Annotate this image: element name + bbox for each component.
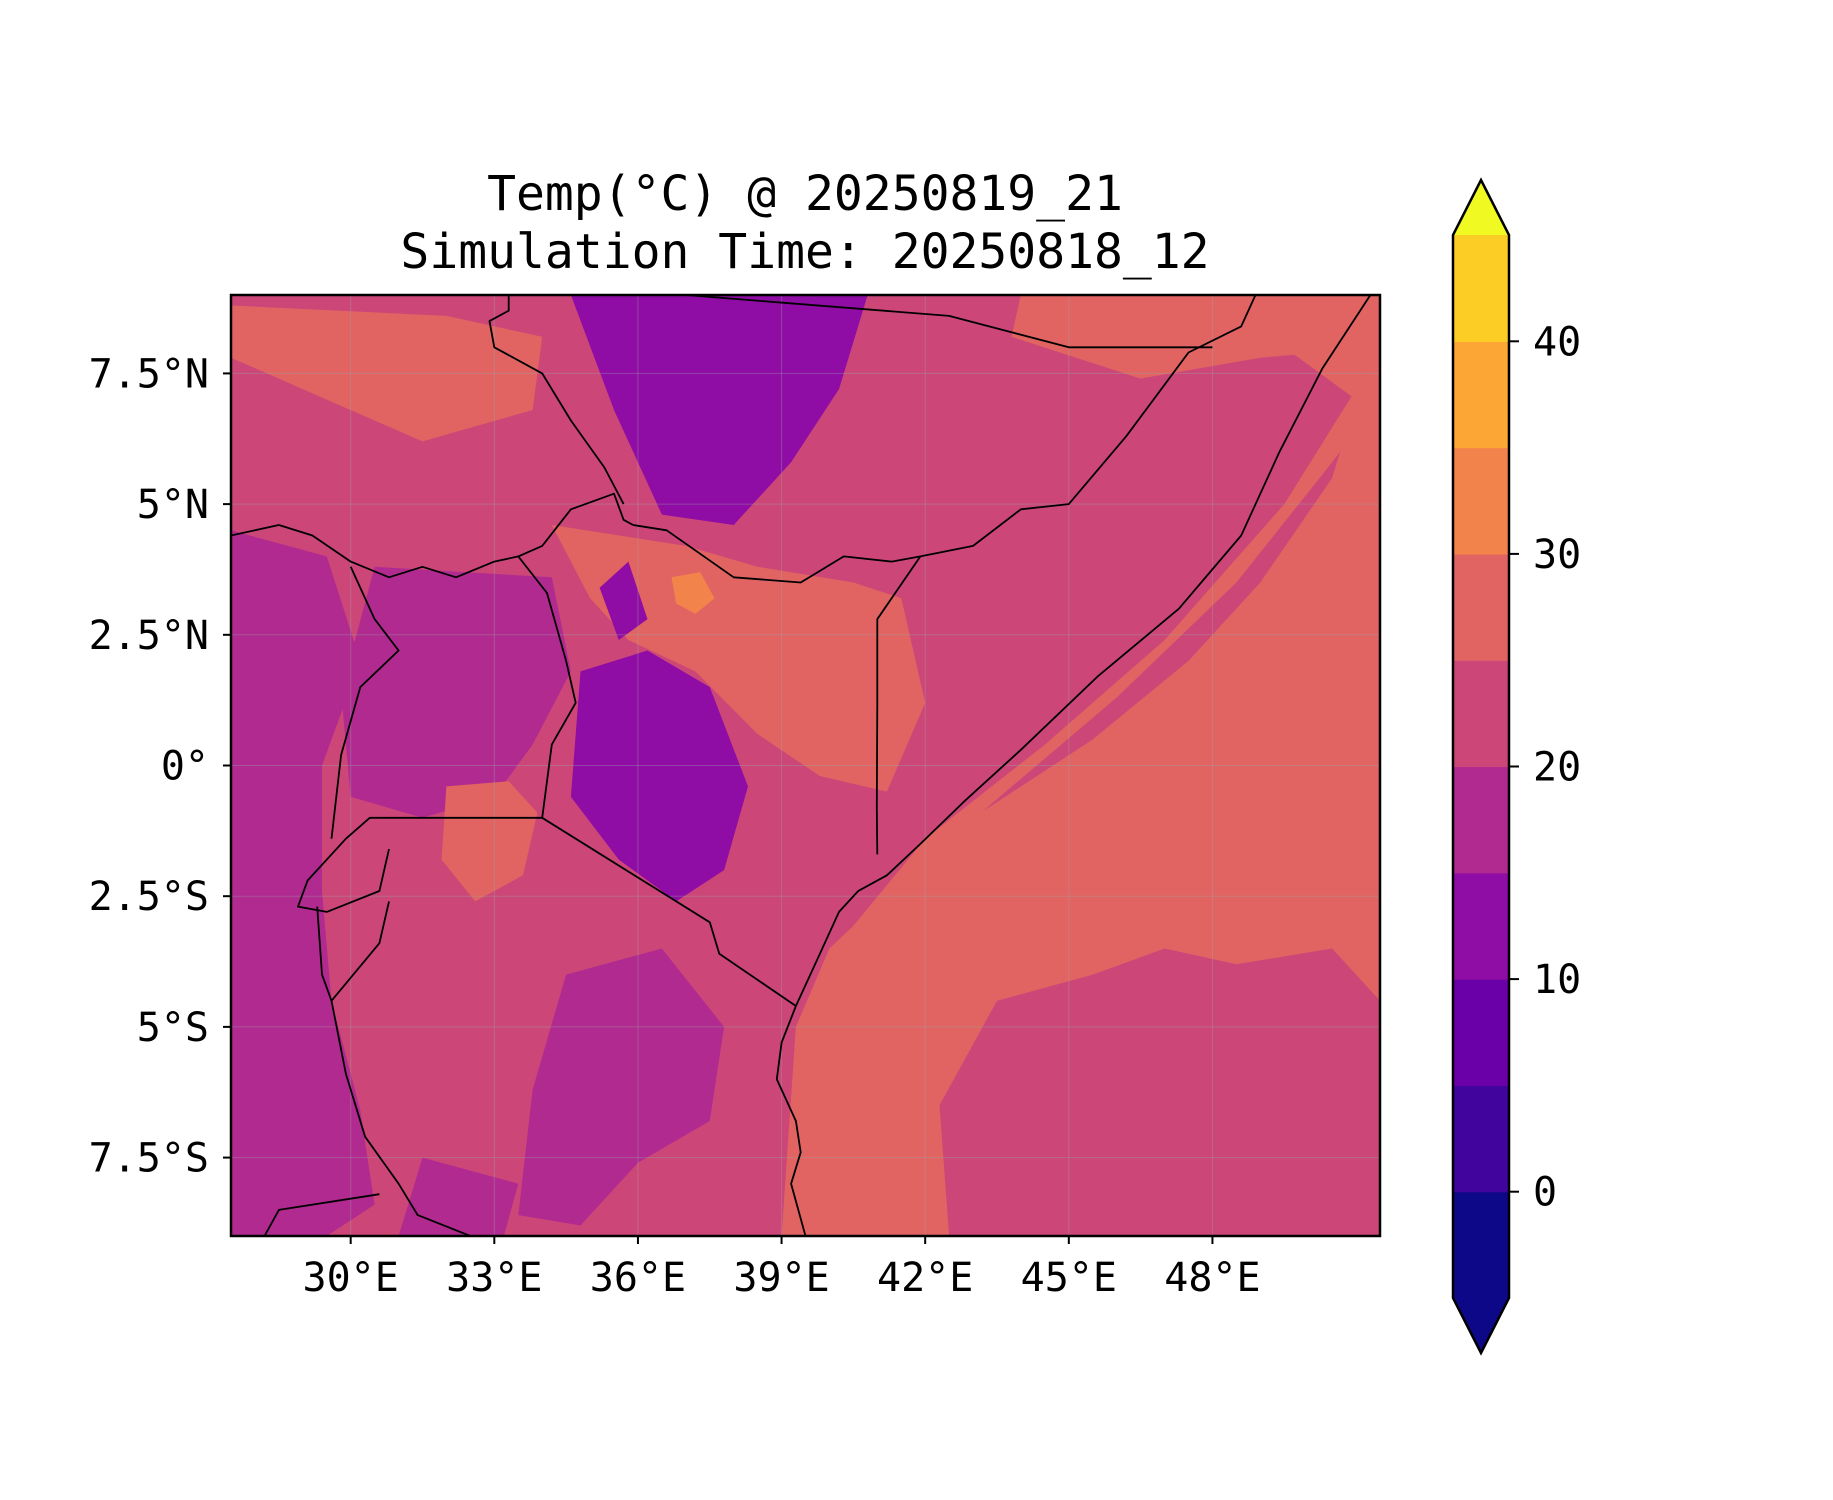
colorbar-segment (1453, 660, 1509, 768)
colorbar-tick-label: 40 (1533, 319, 1581, 365)
colorbar-segment (1453, 235, 1509, 342)
map-panel (231, 295, 1380, 1236)
coastline (775, 1005, 807, 1236)
colorbar-segment (1453, 979, 1509, 1086)
colorbar-segment (1453, 872, 1509, 980)
country-borders (231, 295, 1372, 1236)
lat-tick-label: 7.5°N (89, 351, 209, 397)
temp-region (671, 572, 715, 614)
country-border (517, 555, 577, 818)
country-border (297, 816, 543, 913)
lat-tick-label: 5°N (137, 482, 209, 528)
lat-tick-label: 2.5°S (89, 874, 209, 920)
temp-region (724, 321, 854, 426)
lon-tick-label: 45°E (1021, 1255, 1117, 1301)
temp-region (1011, 295, 1380, 379)
colorbar-segment (1453, 341, 1509, 449)
country-border (541, 817, 797, 1007)
map-gridlines (231, 295, 1380, 1236)
lat-tick-label: 5°S (137, 1005, 209, 1051)
country-border (330, 1000, 471, 1236)
coastline (795, 843, 922, 1007)
colorbar-outline (1451, 177, 1511, 1356)
country-border (632, 524, 921, 584)
latitude-axis: 7.5°N 5°N 2.5°N 0° 2.5°S 5°S 7.5°S (89, 351, 231, 1182)
colorbar-tick-label: 30 (1533, 532, 1581, 578)
temp-region (939, 948, 1380, 1236)
coastline (919, 295, 1372, 845)
temp-region (231, 305, 543, 442)
colorbar-tick-label: 20 (1533, 745, 1581, 791)
colorbar-extend-max (1453, 180, 1509, 235)
colorbar-tick-label: 0 (1533, 1170, 1557, 1216)
temp-region (518, 948, 725, 1226)
temp-region (551, 525, 926, 792)
lon-tick-label: 33°E (446, 1255, 542, 1301)
country-border (330, 566, 400, 839)
lon-tick-label: 30°E (303, 1255, 399, 1301)
temperature-field (231, 295, 1380, 1236)
temp-region (839, 321, 1380, 975)
colorbar-segment (1453, 766, 1509, 874)
lon-tick-label: 42°E (877, 1255, 973, 1301)
country-border (488, 295, 625, 505)
colorbar-extend-min (1453, 1298, 1509, 1353)
temp-region (398, 1157, 519, 1236)
colorbar: 0 10 20 30 40 (1451, 177, 1581, 1356)
temp-region (441, 781, 538, 902)
lat-tick-label: 2.5°N (89, 613, 209, 659)
country-border (875, 555, 922, 855)
country-border (231, 524, 519, 579)
temp-region (341, 566, 571, 818)
colorbar-tick-label: 10 (1533, 957, 1581, 1003)
country-border (263, 1193, 380, 1236)
chart-title-line-2: Simulation Time: 20250818_12 (400, 224, 1209, 280)
temp-region (231, 530, 375, 1236)
colorbar-segment (1453, 1085, 1509, 1193)
lon-tick-label: 48°E (1164, 1255, 1260, 1301)
chart-title-line-1: Temp(°C) @ 20250819_21 (487, 166, 1123, 222)
country-border (920, 295, 1257, 558)
lon-tick-label: 39°E (733, 1255, 829, 1301)
lon-tick-label: 36°E (590, 1255, 686, 1301)
colorbar-segment (1453, 447, 1509, 555)
colorbar-segment (1453, 553, 1509, 661)
lat-tick-label: 7.5°S (89, 1136, 209, 1182)
longitude-axis: 30°E 33°E 36°E 39°E 42°E 45°E 48°E (303, 1236, 1261, 1301)
temp-region (599, 561, 648, 640)
lat-tick-label: 0° (161, 744, 209, 790)
country-border (517, 492, 634, 558)
colorbar-segment (1453, 1191, 1509, 1299)
country-border (685, 295, 1213, 349)
temp-region (570, 650, 748, 902)
